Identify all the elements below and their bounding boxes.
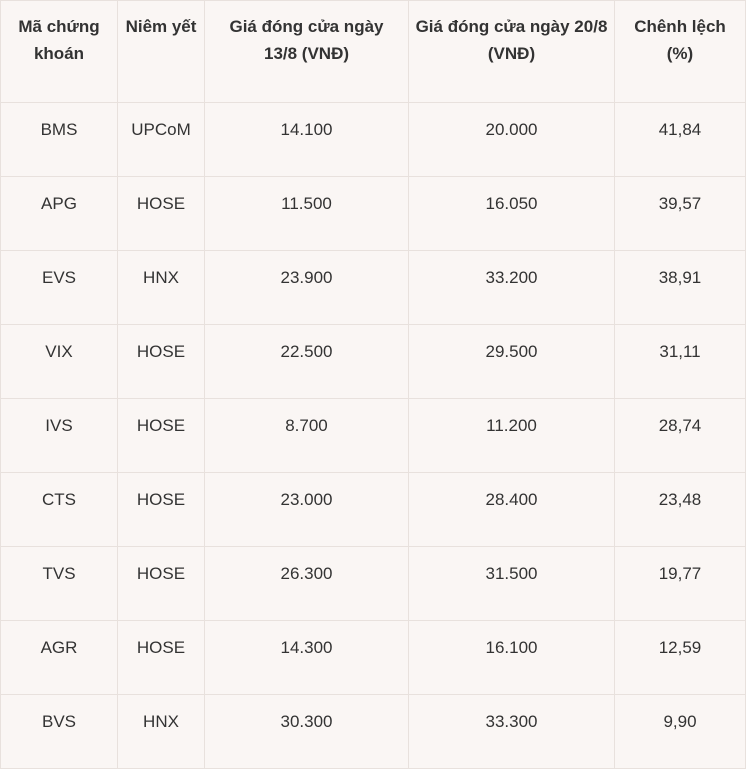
cell-close-price-13-8: 14.100 xyxy=(204,102,409,177)
cell-close-price-13-8: 22.500 xyxy=(204,324,409,399)
cell-change-percent: 28,74 xyxy=(614,398,746,473)
cell-close-price-20-8: 33.300 xyxy=(408,694,615,769)
cell-change-percent: 39,57 xyxy=(614,176,746,251)
cell-close-price-20-8: 11.200 xyxy=(408,398,615,473)
cell-listing: HNX xyxy=(117,694,205,769)
cell-listing: HOSE xyxy=(117,176,205,251)
cell-change-percent: 38,91 xyxy=(614,250,746,325)
cell-listing: HOSE xyxy=(117,398,205,473)
cell-stock-code: EVS xyxy=(0,250,118,325)
table-row: AGR HOSE 14.300 16.100 12,59 xyxy=(0,620,746,695)
cell-listing: HOSE xyxy=(117,620,205,695)
cell-listing: HOSE xyxy=(117,324,205,399)
cell-stock-code: AGR xyxy=(0,620,118,695)
cell-close-price-20-8: 29.500 xyxy=(408,324,615,399)
cell-change-percent: 31,11 xyxy=(614,324,746,399)
cell-close-price-20-8: 20.000 xyxy=(408,102,615,177)
table-row: VIX HOSE 22.500 29.500 31,11 xyxy=(0,324,746,399)
cell-listing: HOSE xyxy=(117,546,205,621)
cell-stock-code: APG xyxy=(0,176,118,251)
cell-change-percent: 12,59 xyxy=(614,620,746,695)
cell-stock-code: VIX xyxy=(0,324,118,399)
table-header-row: Mã chứng khoán Niêm yết Giá đóng cửa ngà… xyxy=(0,0,746,103)
table-row: TVS HOSE 26.300 31.500 19,77 xyxy=(0,546,746,621)
cell-listing: UPCoM xyxy=(117,102,205,177)
cell-stock-code: TVS xyxy=(0,546,118,621)
cell-listing: HNX xyxy=(117,250,205,325)
cell-close-price-13-8: 23.000 xyxy=(204,472,409,547)
table-row: BMS UPCoM 14.100 20.000 41,84 xyxy=(0,102,746,177)
header-close-price-20-8: Giá đóng cửa ngày 20/8 (VNĐ) xyxy=(408,0,615,103)
cell-stock-code: BMS xyxy=(0,102,118,177)
cell-close-price-20-8: 31.500 xyxy=(408,546,615,621)
cell-change-percent: 9,90 xyxy=(614,694,746,769)
cell-close-price-13-8: 23.900 xyxy=(204,250,409,325)
table-row: IVS HOSE 8.700 11.200 28,74 xyxy=(0,398,746,473)
cell-change-percent: 23,48 xyxy=(614,472,746,547)
header-listing: Niêm yết xyxy=(117,0,205,103)
cell-stock-code: IVS xyxy=(0,398,118,473)
cell-close-price-13-8: 30.300 xyxy=(204,694,409,769)
cell-close-price-13-8: 8.700 xyxy=(204,398,409,473)
cell-close-price-20-8: 16.050 xyxy=(408,176,615,251)
cell-change-percent: 41,84 xyxy=(614,102,746,177)
table-row: EVS HNX 23.900 33.200 38,91 xyxy=(0,250,746,325)
cell-close-price-20-8: 33.200 xyxy=(408,250,615,325)
cell-close-price-20-8: 28.400 xyxy=(408,472,615,547)
cell-close-price-20-8: 16.100 xyxy=(408,620,615,695)
cell-close-price-13-8: 14.300 xyxy=(204,620,409,695)
cell-close-price-13-8: 11.500 xyxy=(204,176,409,251)
table-row: BVS HNX 30.300 33.300 9,90 xyxy=(0,694,746,769)
cell-stock-code: BVS xyxy=(0,694,118,769)
header-close-price-13-8: Giá đóng cửa ngày 13/8 (VNĐ) xyxy=(204,0,409,103)
cell-listing: HOSE xyxy=(117,472,205,547)
header-change-percent: Chênh lệch (%) xyxy=(614,0,746,103)
cell-change-percent: 19,77 xyxy=(614,546,746,621)
table-row: CTS HOSE 23.000 28.400 23,48 xyxy=(0,472,746,547)
table-row: APG HOSE 11.500 16.050 39,57 xyxy=(0,176,746,251)
cell-stock-code: CTS xyxy=(0,472,118,547)
header-stock-code: Mã chứng khoán xyxy=(0,0,118,103)
cell-close-price-13-8: 26.300 xyxy=(204,546,409,621)
